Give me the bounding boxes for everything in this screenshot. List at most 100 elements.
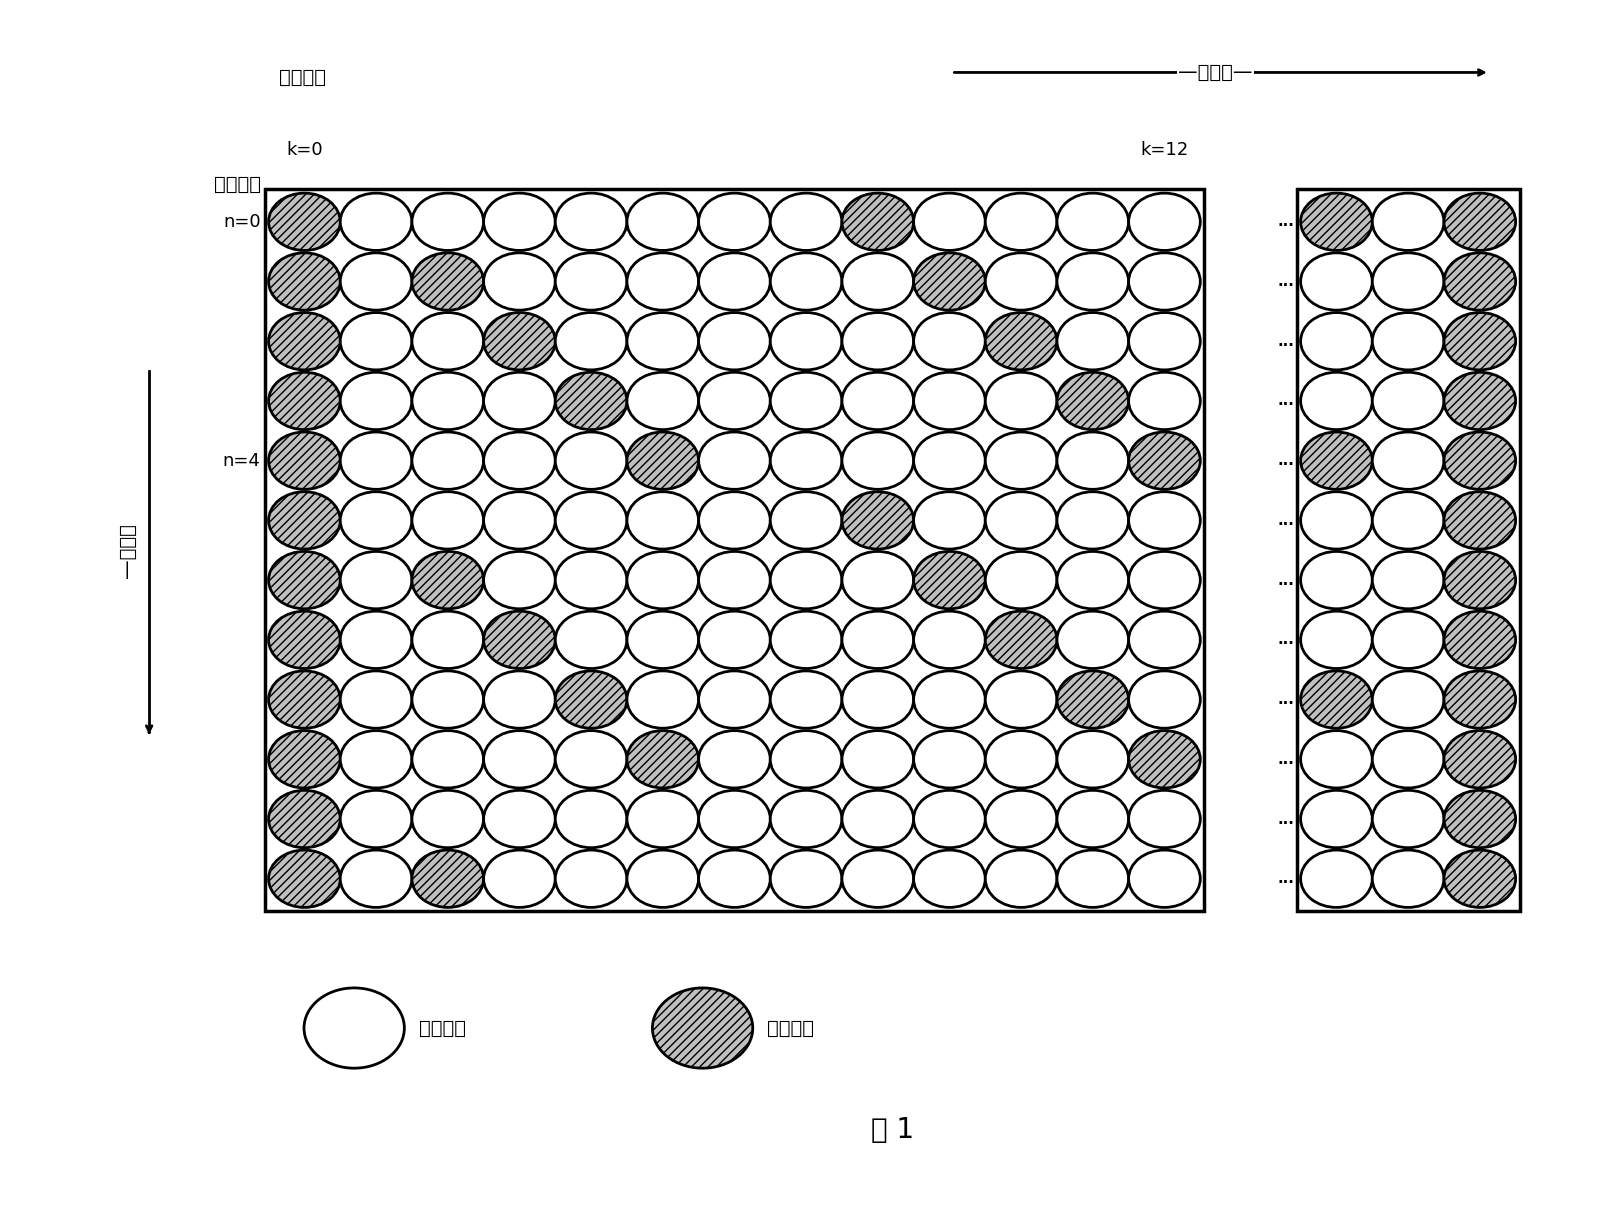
Ellipse shape bbox=[1299, 790, 1372, 848]
Ellipse shape bbox=[1299, 312, 1372, 370]
Text: ...: ... bbox=[1277, 454, 1294, 468]
Ellipse shape bbox=[1128, 491, 1199, 549]
Ellipse shape bbox=[699, 731, 770, 788]
Ellipse shape bbox=[1372, 670, 1443, 728]
Ellipse shape bbox=[770, 790, 841, 848]
Ellipse shape bbox=[985, 312, 1056, 370]
Ellipse shape bbox=[1443, 851, 1514, 908]
Ellipse shape bbox=[699, 670, 770, 728]
Text: n=0: n=0 bbox=[223, 213, 260, 231]
Ellipse shape bbox=[1443, 552, 1514, 609]
Ellipse shape bbox=[341, 670, 412, 728]
Ellipse shape bbox=[626, 373, 699, 430]
Ellipse shape bbox=[1056, 552, 1128, 609]
Ellipse shape bbox=[841, 851, 914, 908]
Text: k=0: k=0 bbox=[286, 142, 323, 159]
Ellipse shape bbox=[1128, 670, 1199, 728]
Ellipse shape bbox=[1056, 253, 1128, 310]
Ellipse shape bbox=[914, 611, 985, 668]
Text: n=4: n=4 bbox=[223, 451, 260, 469]
Ellipse shape bbox=[483, 851, 555, 908]
Ellipse shape bbox=[555, 253, 626, 310]
Text: ...: ... bbox=[1277, 633, 1294, 647]
Ellipse shape bbox=[1056, 491, 1128, 549]
Ellipse shape bbox=[412, 312, 483, 370]
Ellipse shape bbox=[483, 611, 555, 668]
Ellipse shape bbox=[412, 552, 483, 609]
Ellipse shape bbox=[268, 432, 341, 489]
Text: 数据信号: 数据信号 bbox=[418, 1019, 465, 1037]
Ellipse shape bbox=[1443, 373, 1514, 430]
Text: 符号编号: 符号编号 bbox=[213, 174, 260, 194]
Text: ...: ... bbox=[1277, 871, 1294, 886]
Ellipse shape bbox=[268, 373, 341, 430]
Ellipse shape bbox=[555, 491, 626, 549]
Ellipse shape bbox=[1443, 790, 1514, 848]
Ellipse shape bbox=[555, 552, 626, 609]
Ellipse shape bbox=[555, 790, 626, 848]
Bar bbox=[265, 189, 1204, 911]
Ellipse shape bbox=[268, 611, 341, 668]
Ellipse shape bbox=[770, 253, 841, 310]
Ellipse shape bbox=[1056, 670, 1128, 728]
Ellipse shape bbox=[770, 851, 841, 908]
Ellipse shape bbox=[1372, 731, 1443, 788]
Ellipse shape bbox=[699, 491, 770, 549]
Ellipse shape bbox=[268, 312, 341, 370]
Ellipse shape bbox=[412, 611, 483, 668]
Ellipse shape bbox=[914, 670, 985, 728]
Ellipse shape bbox=[985, 670, 1056, 728]
Ellipse shape bbox=[1056, 194, 1128, 250]
Ellipse shape bbox=[699, 790, 770, 848]
Ellipse shape bbox=[626, 552, 699, 609]
Ellipse shape bbox=[1372, 312, 1443, 370]
Ellipse shape bbox=[626, 491, 699, 549]
Ellipse shape bbox=[268, 194, 341, 250]
Ellipse shape bbox=[914, 851, 985, 908]
Ellipse shape bbox=[985, 611, 1056, 668]
Ellipse shape bbox=[1056, 731, 1128, 788]
Text: ...: ... bbox=[1277, 393, 1294, 409]
Ellipse shape bbox=[626, 851, 699, 908]
Ellipse shape bbox=[985, 491, 1056, 549]
Text: 载波编号: 载波编号 bbox=[278, 68, 326, 87]
Ellipse shape bbox=[412, 373, 483, 430]
Ellipse shape bbox=[483, 670, 555, 728]
Ellipse shape bbox=[1299, 670, 1372, 728]
Ellipse shape bbox=[1372, 611, 1443, 668]
Ellipse shape bbox=[841, 731, 914, 788]
Ellipse shape bbox=[699, 851, 770, 908]
Ellipse shape bbox=[1372, 253, 1443, 310]
Ellipse shape bbox=[770, 432, 841, 489]
Text: k=12: k=12 bbox=[1139, 142, 1188, 159]
Ellipse shape bbox=[555, 611, 626, 668]
Ellipse shape bbox=[1128, 312, 1199, 370]
Ellipse shape bbox=[1299, 253, 1372, 310]
Ellipse shape bbox=[1372, 194, 1443, 250]
Ellipse shape bbox=[1056, 432, 1128, 489]
Ellipse shape bbox=[1443, 432, 1514, 489]
Ellipse shape bbox=[770, 491, 841, 549]
Ellipse shape bbox=[985, 194, 1056, 250]
Ellipse shape bbox=[1128, 194, 1199, 250]
Ellipse shape bbox=[483, 253, 555, 310]
Ellipse shape bbox=[341, 790, 412, 848]
Ellipse shape bbox=[1299, 611, 1372, 668]
Ellipse shape bbox=[699, 373, 770, 430]
Ellipse shape bbox=[914, 194, 985, 250]
Text: 导频信号: 导频信号 bbox=[767, 1019, 813, 1037]
Ellipse shape bbox=[1128, 731, 1199, 788]
Ellipse shape bbox=[268, 552, 341, 609]
Ellipse shape bbox=[268, 851, 341, 908]
Ellipse shape bbox=[985, 432, 1056, 489]
Ellipse shape bbox=[914, 491, 985, 549]
Ellipse shape bbox=[412, 790, 483, 848]
Ellipse shape bbox=[1372, 790, 1443, 848]
Bar bbox=[1296, 189, 1519, 911]
Ellipse shape bbox=[626, 194, 699, 250]
Ellipse shape bbox=[1372, 373, 1443, 430]
Ellipse shape bbox=[626, 731, 699, 788]
Ellipse shape bbox=[841, 611, 914, 668]
Ellipse shape bbox=[341, 373, 412, 430]
Ellipse shape bbox=[985, 790, 1056, 848]
